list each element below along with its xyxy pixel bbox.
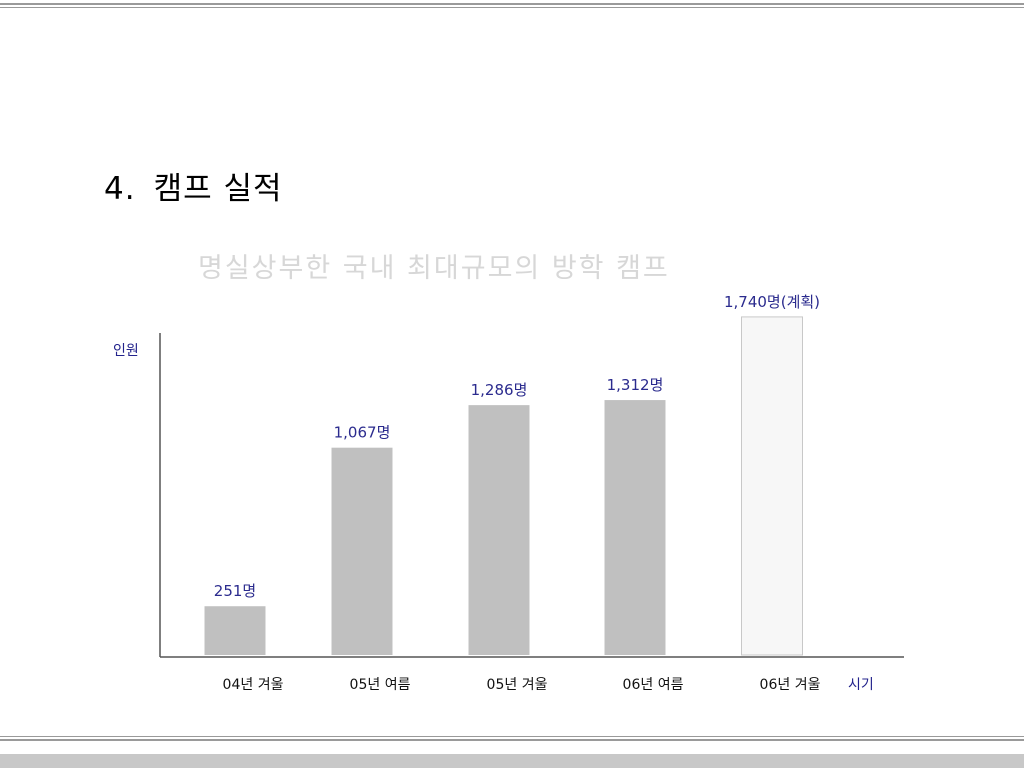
bar-4: [741, 316, 803, 656]
data-label-2: 1,286명: [471, 381, 528, 399]
heading-text: 캠프 실적: [153, 171, 283, 207]
heading-number: 4.: [104, 171, 136, 207]
x-tick-label-3: 06년 여름: [623, 677, 684, 693]
data-label-4: 1,740명(계획): [724, 293, 820, 311]
slide-heading: 4. 캠프 실적: [104, 163, 283, 208]
bar-3: [604, 400, 666, 655]
bar-0: [204, 606, 266, 655]
data-label-0: 251명: [214, 582, 256, 600]
x-tick-label-0: 04년 겨울: [223, 677, 284, 693]
data-label-1: 1,067명: [334, 424, 391, 442]
bar-group: [204, 316, 803, 656]
tick-label-group: 04년 겨울 05년 여름 05년 겨울 06년 여름 06년 겨울: [223, 677, 821, 693]
y-axis-label: 인원: [113, 343, 139, 359]
data-label-3: 1,312명: [607, 376, 664, 394]
bottom-rule-thick: [0, 739, 1024, 741]
data-label-group: 251명 1,067명 1,286명 1,312명 1,740명(계획): [214, 293, 820, 600]
bottom-rule-thin: [0, 736, 1024, 737]
x-tick-label-1: 05년 여름: [350, 677, 411, 693]
x-axis-label: 시기: [848, 677, 874, 693]
x-tick-label-4: 06년 겨울: [760, 677, 821, 693]
x-tick-label-2: 05년 겨울: [487, 677, 548, 693]
top-rule-thin: [0, 7, 1024, 8]
bar-1: [331, 447, 393, 655]
bottom-band: [0, 754, 1024, 768]
top-rule-thick: [0, 3, 1024, 5]
bar-2: [468, 405, 530, 655]
chart-title: 명실상부한 국내 최대규모의 방학 캠프: [198, 253, 670, 284]
